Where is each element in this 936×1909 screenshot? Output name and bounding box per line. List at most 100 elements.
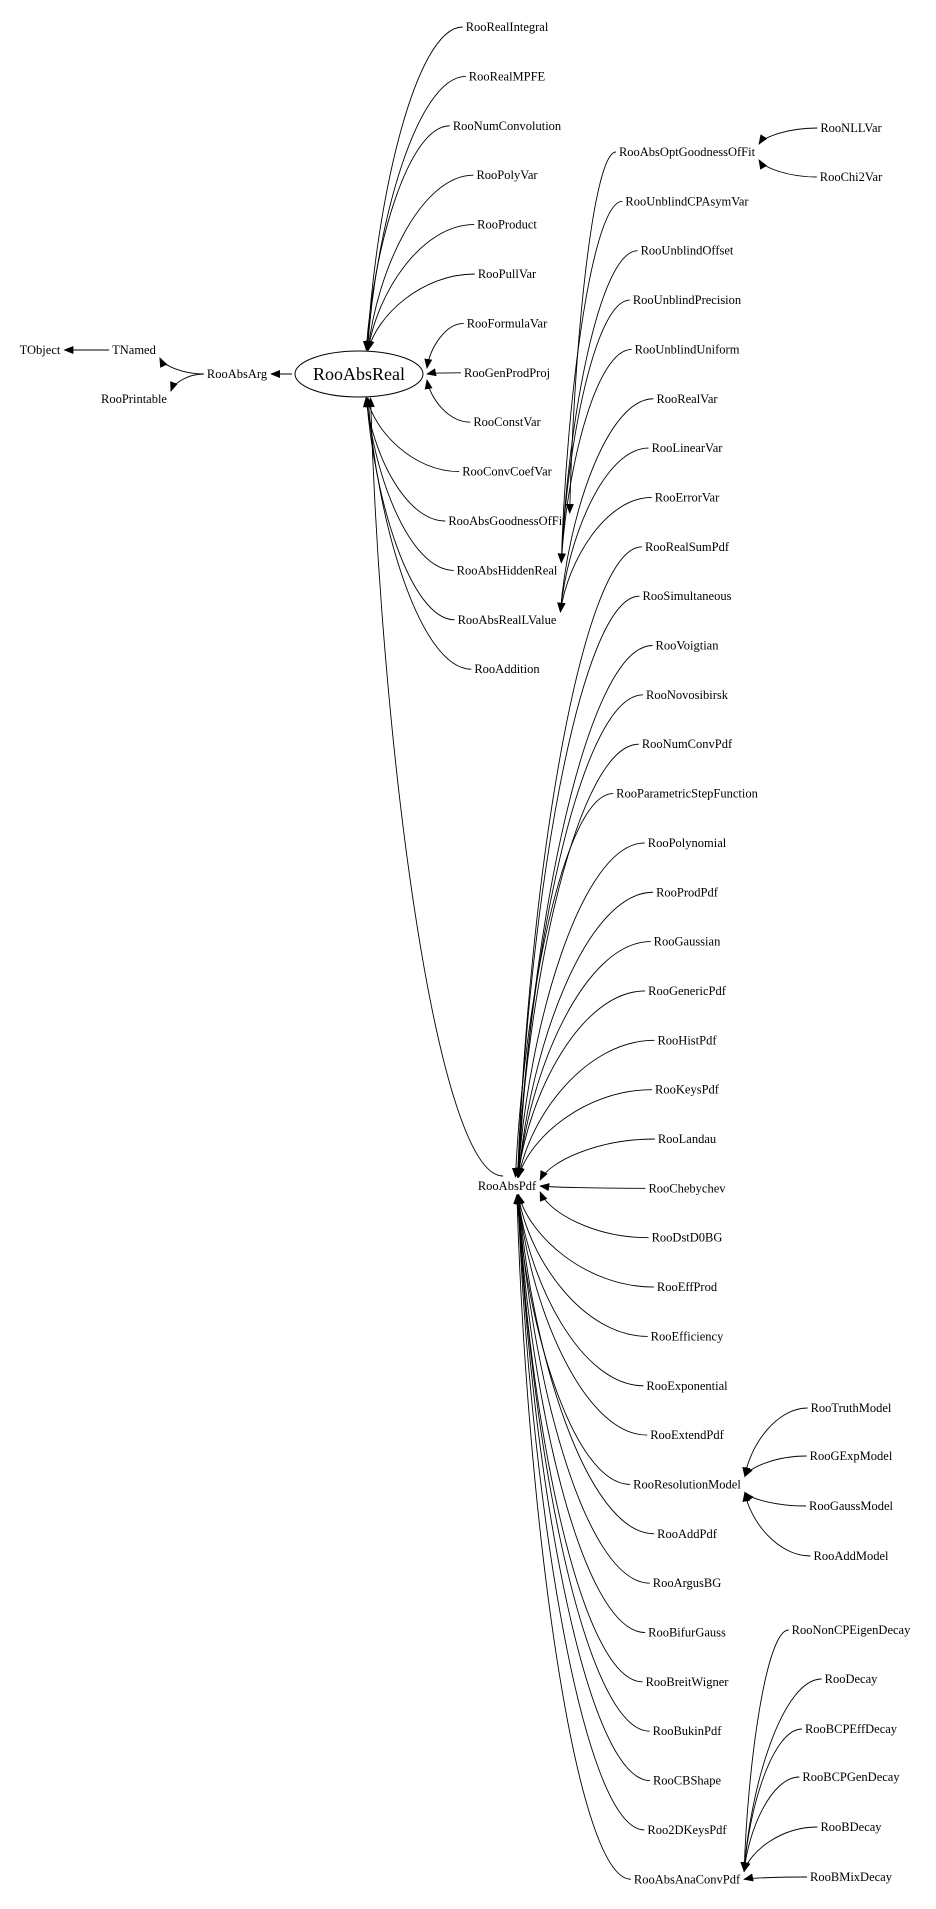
class-label: RooFormulaVar bbox=[467, 316, 548, 330]
class-label: RooUnblindCPAsymVar bbox=[625, 194, 749, 208]
class-node-roobcpgendecay[interactable]: RooBCPGenDecay bbox=[802, 1770, 900, 1784]
class-label: RooRealSumPdf bbox=[645, 540, 730, 554]
inheritance-edge-roobukinpdf-to-rooabspdf bbox=[514, 1194, 650, 1732]
class-node-rooprintable[interactable]: RooPrintable bbox=[101, 392, 167, 406]
class-node-rooresolutionmodel[interactable]: RooResolutionModel bbox=[633, 1477, 741, 1491]
inheritance-edge-rooconvcoefvar-to-rooabsreal bbox=[365, 397, 460, 473]
class-node-roobcpeffdecay[interactable]: RooBCPEffDecay bbox=[805, 1722, 898, 1736]
class-label: RooBDecay bbox=[820, 1820, 882, 1834]
inheritance-edge-roonumconvpdf-to-rooabspdf bbox=[514, 743, 639, 1178]
class-node-rooproduct[interactable]: RooProduct bbox=[477, 218, 537, 232]
class-node-rooabspdf[interactable]: RooAbsPdf bbox=[478, 1179, 537, 1193]
class-label: RooAddModel bbox=[814, 1549, 890, 1563]
class-node-roolandau[interactable]: RooLandau bbox=[658, 1132, 717, 1146]
class-node-roononcpeigendecay[interactable]: RooNonCPEigenDecay bbox=[792, 1623, 911, 1637]
class-node-roorealintegral[interactable]: RooRealIntegral bbox=[466, 20, 549, 34]
inheritance-edge-roobreitwigner-to-rooabspdf bbox=[514, 1194, 643, 1683]
class-label: RooKeysPdf bbox=[655, 1083, 720, 1097]
class-node-rooprodpdf[interactable]: RooProdPdf bbox=[656, 885, 719, 899]
class-node-roodecay[interactable]: RooDecay bbox=[825, 1672, 879, 1686]
class-label: TNamed bbox=[112, 343, 156, 357]
class-label: RooBCPEffDecay bbox=[805, 1722, 898, 1736]
class-node-rooexponential[interactable]: RooExponential bbox=[646, 1379, 728, 1393]
class-node-roogenprodproj[interactable]: RooGenProdProj bbox=[464, 366, 550, 380]
inheritance-edge-roounblinduniform-to-rooabshiddenreal bbox=[557, 348, 632, 564]
class-label: RooAbsPdf bbox=[478, 1179, 537, 1193]
class-node-roopolynomial[interactable]: RooPolynomial bbox=[648, 836, 727, 850]
class-node-rooaddmodel[interactable]: RooAddModel bbox=[814, 1549, 890, 1563]
class-node-roohistpdf[interactable]: RooHistPdf bbox=[657, 1033, 717, 1047]
class-node-roogenericpdf[interactable]: RooGenericPdf bbox=[648, 984, 727, 998]
class-label: RooHistPdf bbox=[657, 1033, 717, 1047]
inheritance-edge-rooerrorvar-to-rooabsreallvalue bbox=[557, 497, 652, 613]
class-node-rooconvcoefvar[interactable]: RooConvCoefVar bbox=[462, 465, 552, 479]
class-node-rooextendpdf[interactable]: RooExtendPdf bbox=[650, 1428, 724, 1442]
class-node-roorealsumpdf[interactable]: RooRealSumPdf bbox=[645, 540, 730, 554]
class-node-rooabsarg[interactable]: RooAbsArg bbox=[207, 367, 268, 381]
class-node-roochi2var[interactable]: RooChi2Var bbox=[820, 170, 883, 184]
class-node-rooformulavar[interactable]: RooFormulaVar bbox=[467, 316, 548, 330]
class-node-roounblindcpasymvar[interactable]: RooUnblindCPAsymVar bbox=[625, 194, 749, 208]
class-node-rooaddition[interactable]: RooAddition bbox=[474, 662, 540, 676]
class-node-roopolyvar[interactable]: RooPolyVar bbox=[476, 168, 538, 182]
class-node-roobdecay[interactable]: RooBDecay bbox=[820, 1820, 882, 1834]
class-label: Roo2DKeysPdf bbox=[647, 1823, 727, 1837]
class-node-roogexpmodel[interactable]: RooGExpModel bbox=[810, 1449, 893, 1463]
class-node-roobukinpdf[interactable]: RooBukinPdf bbox=[653, 1724, 723, 1738]
class-node-roo2dkeyspdf[interactable]: Roo2DKeysPdf bbox=[647, 1823, 727, 1837]
class-node-roounblindoffset[interactable]: RooUnblindOffset bbox=[641, 244, 734, 258]
class-node-rooargusbg[interactable]: RooArgusBG bbox=[653, 1576, 722, 1590]
class-node-rooabsanaconvpdf[interactable]: RooAbsAnaConvPdf bbox=[634, 1872, 741, 1886]
class-node-roounblinduniform[interactable]: RooUnblindUniform bbox=[635, 342, 740, 356]
inheritance-edge-roopolynomial-to-rooabspdf bbox=[514, 842, 645, 1178]
class-node-roobifurgauss[interactable]: RooBifurGauss bbox=[648, 1626, 726, 1640]
inheritance-edge-roobmixdecay-to-rooabsanaconvpdf bbox=[743, 1873, 808, 1882]
class-label: RooAbsReal bbox=[313, 364, 405, 384]
class-node-roorealvar[interactable]: RooRealVar bbox=[656, 392, 718, 406]
class-node-roochebychev[interactable]: RooChebychev bbox=[648, 1181, 726, 1195]
class-label: RooLandau bbox=[658, 1132, 717, 1146]
class-node-rooabsreal[interactable]: RooAbsReal bbox=[294, 350, 424, 398]
class-node-roonovosibirsk[interactable]: RooNovosibirsk bbox=[646, 688, 729, 702]
class-node-roolinearvar[interactable]: RooLinearVar bbox=[652, 441, 724, 455]
class-node-tnamed[interactable]: TNamed bbox=[112, 343, 156, 357]
class-node-roogaussmodel[interactable]: RooGaussModel bbox=[809, 1499, 894, 1513]
inheritance-edge-roononcpeigendecay-to-rooabsanaconvpdf bbox=[740, 1629, 789, 1873]
class-node-roorealmpfe[interactable]: RooRealMPFE bbox=[469, 69, 546, 83]
class-node-rooeffprod[interactable]: RooEffProd bbox=[657, 1280, 718, 1294]
inheritance-edge-roochi2var-to-rooabsoptgoodnessoffit bbox=[758, 159, 817, 178]
inheritance-edge-roogaussmodel-to-rooresolutionmodel bbox=[744, 1491, 806, 1507]
class-node-roodstd0bg[interactable]: RooDstD0BG bbox=[652, 1231, 723, 1245]
class-node-rooabsoptgoodnessoffit[interactable]: RooAbsOptGoodnessOfFit bbox=[619, 145, 756, 159]
class-node-rooconstvar[interactable]: RooConstVar bbox=[473, 415, 541, 429]
class-node-roobreitwigner[interactable]: RooBreitWigner bbox=[646, 1675, 730, 1689]
class-node-rooparametricstepfunction[interactable]: RooParametricStepFunction bbox=[616, 787, 758, 801]
class-node-roobmixdecay[interactable]: RooBMixDecay bbox=[810, 1870, 893, 1884]
class-node-roogaussian[interactable]: RooGaussian bbox=[654, 935, 721, 949]
class-node-rooabsgoodnessoffit[interactable]: RooAbsGoodnessOfFit bbox=[448, 514, 566, 528]
class-label: RooProdPdf bbox=[656, 885, 719, 899]
class-label: RooCBShape bbox=[653, 1774, 722, 1788]
class-node-roonumconvolution[interactable]: RooNumConvolution bbox=[453, 119, 562, 133]
class-node-roonllvar[interactable]: RooNLLVar bbox=[820, 121, 882, 135]
class-node-roovoigtian[interactable]: RooVoigtian bbox=[656, 639, 720, 653]
class-node-roonumconvpdf[interactable]: RooNumConvPdf bbox=[642, 737, 733, 751]
class-node-rookeyspdf[interactable]: RooKeysPdf bbox=[655, 1083, 720, 1097]
class-node-roopullvar[interactable]: RooPullVar bbox=[478, 267, 537, 281]
class-label: RooPrintable bbox=[101, 392, 167, 406]
class-node-rooaddpdf[interactable]: RooAddPdf bbox=[657, 1527, 718, 1541]
class-node-roosimultaneous[interactable]: RooSimultaneous bbox=[643, 589, 732, 603]
class-label: RooPolynomial bbox=[648, 836, 727, 850]
class-node-rootruthmodel[interactable]: RooTruthModel bbox=[811, 1401, 892, 1415]
inheritance-edge-rooargusbg-to-rooabspdf bbox=[514, 1194, 650, 1584]
class-node-roounblindprecision[interactable]: RooUnblindPrecision bbox=[633, 293, 742, 307]
class-node-rooabsreallvalue[interactable]: RooAbsRealLValue bbox=[458, 613, 557, 627]
class-node-rooabshiddenreal[interactable]: RooAbsHiddenReal bbox=[457, 563, 558, 577]
class-label: RooTruthModel bbox=[811, 1401, 892, 1415]
class-node-roocbshape[interactable]: RooCBShape bbox=[653, 1774, 722, 1788]
inheritance-edge-rooabsoptgoodnessoffit-to-rooabsgoodnessoffit bbox=[565, 151, 617, 514]
class-label: RooChi2Var bbox=[820, 170, 883, 184]
class-node-rooerrorvar[interactable]: RooErrorVar bbox=[655, 490, 720, 504]
class-node-rooefficiency[interactable]: RooEfficiency bbox=[651, 1329, 724, 1343]
class-node-tobject[interactable]: TObject bbox=[20, 343, 61, 357]
